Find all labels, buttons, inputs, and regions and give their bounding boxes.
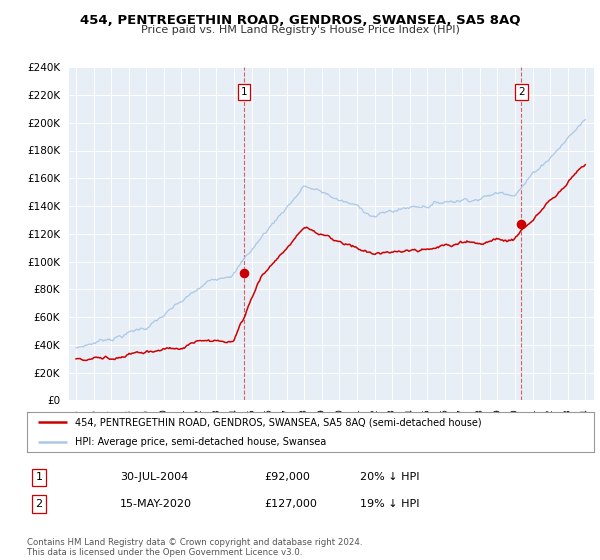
Text: £92,000: £92,000 bbox=[264, 472, 310, 482]
Text: 1: 1 bbox=[35, 472, 43, 482]
Point bbox=[517, 220, 526, 228]
Text: 454, PENTREGETHIN ROAD, GENDROS, SWANSEA, SA5 8AQ: 454, PENTREGETHIN ROAD, GENDROS, SWANSEA… bbox=[80, 14, 520, 27]
Text: 20% ↓ HPI: 20% ↓ HPI bbox=[360, 472, 419, 482]
Text: 2: 2 bbox=[518, 87, 525, 97]
Text: Price paid vs. HM Land Registry's House Price Index (HPI): Price paid vs. HM Land Registry's House … bbox=[140, 25, 460, 35]
Text: 30-JUL-2004: 30-JUL-2004 bbox=[120, 472, 188, 482]
Text: 454, PENTREGETHIN ROAD, GENDROS, SWANSEA, SA5 8AQ (semi-detached house): 454, PENTREGETHIN ROAD, GENDROS, SWANSEA… bbox=[75, 417, 482, 427]
Text: 19% ↓ HPI: 19% ↓ HPI bbox=[360, 499, 419, 509]
Text: HPI: Average price, semi-detached house, Swansea: HPI: Average price, semi-detached house,… bbox=[75, 437, 326, 447]
Point bbox=[239, 268, 249, 277]
Text: 15-MAY-2020: 15-MAY-2020 bbox=[120, 499, 192, 509]
Text: 1: 1 bbox=[241, 87, 248, 97]
Text: £127,000: £127,000 bbox=[264, 499, 317, 509]
Text: 2: 2 bbox=[35, 499, 43, 509]
Text: Contains HM Land Registry data © Crown copyright and database right 2024.
This d: Contains HM Land Registry data © Crown c… bbox=[27, 538, 362, 557]
